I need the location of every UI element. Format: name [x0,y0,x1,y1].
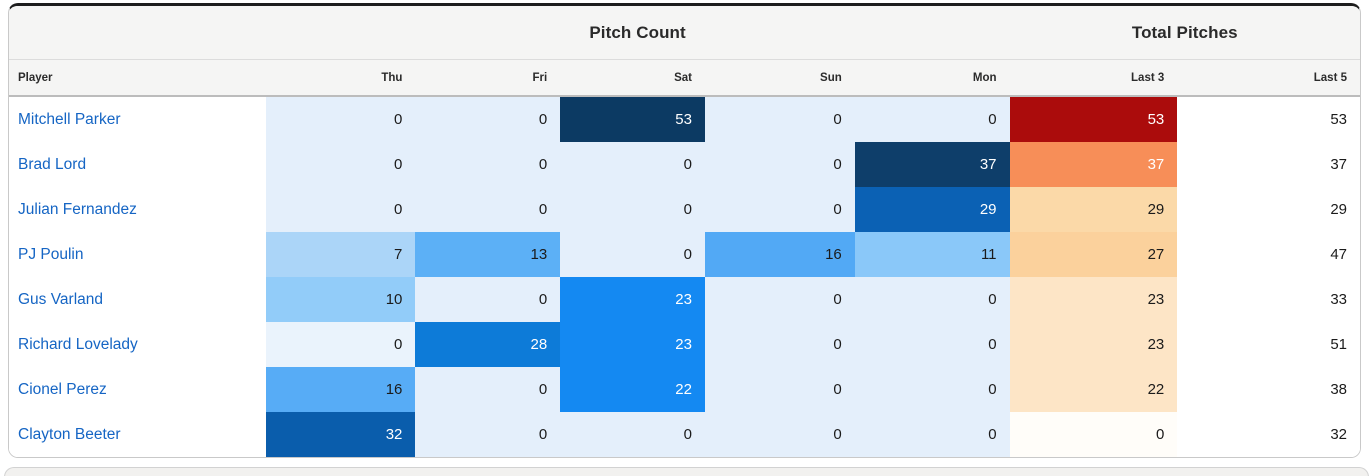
stat-cell: 38 [1177,367,1360,412]
stat-cell: 0 [415,97,561,142]
stat-cell: 32 [1177,412,1360,457]
stat-cell: 23 [560,322,705,367]
column-header-last3[interactable]: Last 3 [1131,71,1165,84]
table-row: Mitchell Parker 0 0 53 0 0 53 53 [9,97,1360,142]
player-cell: Clayton Beeter [9,412,266,457]
stat-cell: 33 [1177,277,1360,322]
stat-cell: 22 [560,367,705,412]
stat-cell: 0 [560,232,705,277]
player-cell: PJ Poulin [9,232,266,277]
player-name-link[interactable]: PJ Poulin [18,246,84,263]
player-cell: Mitchell Parker [9,97,266,142]
stat-cell: 0 [704,97,855,142]
player-cell: Cionel Perez [9,367,266,412]
player-cell: Richard Lovelady [9,322,266,367]
table-row: Richard Lovelady 0 28 23 0 0 23 51 [9,322,1360,367]
stat-cell: 32 [265,412,416,457]
stat-cell: 53 [560,97,705,142]
player-name-link[interactable]: Clayton Beeter [18,426,121,443]
stat-cell: 0 [415,142,561,187]
stat-cell: 29 [854,187,1010,232]
stat-cell: 0 [854,322,1010,367]
player-cell: Gus Varland [9,277,266,322]
table-row: Clayton Beeter 32 0 0 0 0 0 32 [9,412,1360,457]
stat-cell: 0 [265,97,416,142]
stat-cell: 0 [265,322,416,367]
table-row: Brad Lord 0 0 0 0 37 37 37 [9,142,1360,187]
stat-cell: 47 [1177,232,1360,277]
column-header-thu[interactable]: Thu [381,71,403,84]
table-row: Julian Fernandez 0 0 0 0 29 29 29 [9,187,1360,232]
player-name-link[interactable]: Gus Varland [18,291,104,308]
total-pitches-group-header: Total Pitches [1131,22,1238,42]
stat-cell: 0 [265,142,416,187]
stat-cell: 0 [704,322,855,367]
stat-cell: 13 [415,232,561,277]
stat-cell: 0 [704,412,855,457]
stat-cell: 10 [265,277,416,322]
player-cell: Brad Lord [9,142,266,187]
stat-cell: 0 [560,412,705,457]
stat-cell: 23 [1009,322,1178,367]
next-section-strip [4,467,1369,476]
stat-cell: 0 [415,187,561,232]
player-cell: Julian Fernandez [9,187,266,232]
stat-cell: 16 [704,232,855,277]
stat-cell: 0 [854,97,1010,142]
stat-cell: 0 [265,187,416,232]
stat-cell: 0 [415,412,561,457]
stat-cell: 37 [854,142,1010,187]
column-header-fri[interactable]: Fri [532,71,548,84]
table-row: Gus Varland 10 0 23 0 0 23 33 [9,277,1360,322]
pitch-count-group-header: Pitch Count [589,22,686,42]
column-header-last5[interactable]: Last 5 [1313,71,1348,84]
stat-cell: 51 [1177,322,1360,367]
stat-cell: 29 [1177,187,1360,232]
stat-cell: 16 [265,367,416,412]
stat-cell: 0 [854,277,1010,322]
stat-cell: 0 [704,187,855,232]
stat-cell: 0 [415,277,561,322]
stat-cell: 0 [854,412,1010,457]
stat-cell: 53 [1009,97,1178,142]
player-name-link[interactable]: Richard Lovelady [18,336,138,353]
stat-cell: 0 [854,367,1010,412]
player-name-link[interactable]: Julian Fernandez [18,201,137,218]
table-row: PJ Poulin 7 13 0 16 11 27 47 [9,232,1360,277]
stat-cell: 0 [1009,412,1178,457]
stat-cell: 7 [265,232,416,277]
table-row: Cionel Perez 16 0 22 0 0 22 38 [9,367,1360,412]
stat-cell: 23 [1009,277,1178,322]
column-header-row: Player Thu Fri Sat Sun Mon Last 3 Last 5 [9,60,1360,97]
stat-cell: 27 [1009,232,1178,277]
stat-cell: 22 [1009,367,1178,412]
column-header-mon[interactable]: Mon [972,71,997,84]
pitch-count-panel: Pitch Count Total Pitches Player Thu Fri… [8,3,1361,458]
player-name-link[interactable]: Brad Lord [18,156,87,173]
table-body: Mitchell Parker 0 0 53 0 0 53 53 Brad Lord 0 0 0 0 37… [9,97,1360,457]
column-header-sat[interactable]: Sat [674,71,692,84]
player-name-link[interactable]: Mitchell Parker [18,111,121,128]
stat-cell: 0 [704,367,855,412]
stat-cell: 37 [1177,142,1360,187]
group-header-row: Pitch Count Total Pitches [9,6,1360,60]
stat-cell: 11 [854,232,1010,277]
stat-cell: 0 [560,187,705,232]
stat-cell: 0 [704,277,855,322]
stat-cell: 0 [560,142,705,187]
column-header-player[interactable]: Player [18,71,53,84]
stat-cell: 53 [1177,97,1360,142]
stat-cell: 37 [1009,142,1178,187]
stat-cell: 29 [1009,187,1178,232]
column-header-sun[interactable]: Sun [820,71,842,84]
stat-cell: 23 [560,277,705,322]
stat-cell: 0 [704,142,855,187]
player-name-link[interactable]: Cionel Perez [18,381,107,398]
stat-cell: 28 [415,322,561,367]
stat-cell: 0 [415,367,561,412]
